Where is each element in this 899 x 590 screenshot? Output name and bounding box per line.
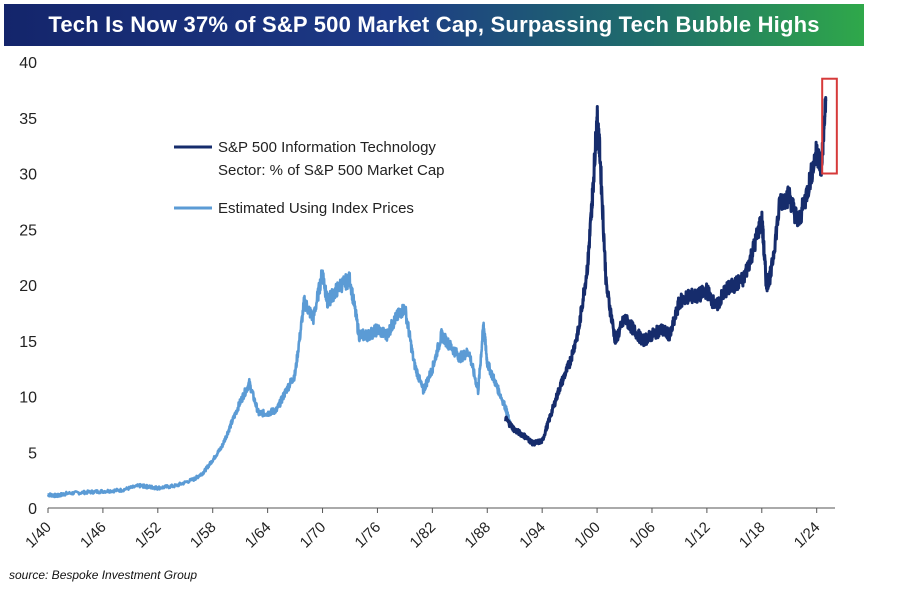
y-tick-label: 0 (28, 501, 37, 518)
legend-label-estimated: Estimated Using Index Prices (218, 200, 414, 217)
y-tick-label: 35 (19, 111, 37, 128)
legend-label-it-sector: S&P 500 Information Technology (218, 139, 436, 156)
highlight-box (821, 77, 838, 175)
x-tick-label: 1/70 (297, 519, 330, 552)
x-tick-label: 1/46 (77, 519, 110, 552)
y-tick-label: 25 (19, 222, 37, 239)
x-tick-label: 1/88 (461, 519, 494, 552)
x-tick-label: 1/82 (407, 519, 440, 552)
x-tick-label: 1/76 (352, 519, 385, 552)
chart-title-banner: Tech Is Now 37% of S&P 500 Market Cap, S… (4, 4, 864, 46)
y-tick-label: 30 (19, 167, 37, 184)
y-tick-label: 10 (19, 390, 37, 407)
y-tick-label: 5 (28, 445, 37, 462)
x-tick-label: 1/52 (132, 519, 165, 552)
legend-label-it-sector-line2: Sector: % of S&P 500 Market Cap (218, 162, 445, 179)
x-tick-label: 1/40 (22, 519, 55, 552)
x-tick-label: 1/58 (187, 519, 220, 552)
x-tick-label: 1/18 (736, 519, 769, 552)
x-tick-label: 1/64 (242, 519, 275, 552)
y-tick-label: 15 (19, 334, 37, 351)
x-tick-label: 1/94 (516, 519, 549, 552)
series-line-it-sector (504, 96, 828, 447)
y-tick-label: 40 (19, 55, 37, 72)
x-tick-label: 1/24 (791, 519, 824, 552)
chart-title: Tech Is Now 37% of S&P 500 Market Cap, S… (48, 12, 820, 37)
source-note: source: Bespoke Investment Group (9, 568, 198, 582)
x-tick-label: 1/06 (626, 519, 659, 552)
y-tick-label: 20 (19, 278, 37, 295)
series-line-estimated (46, 269, 512, 499)
x-tick-label: 1/00 (571, 519, 604, 552)
x-tick-label: 1/12 (681, 519, 714, 552)
